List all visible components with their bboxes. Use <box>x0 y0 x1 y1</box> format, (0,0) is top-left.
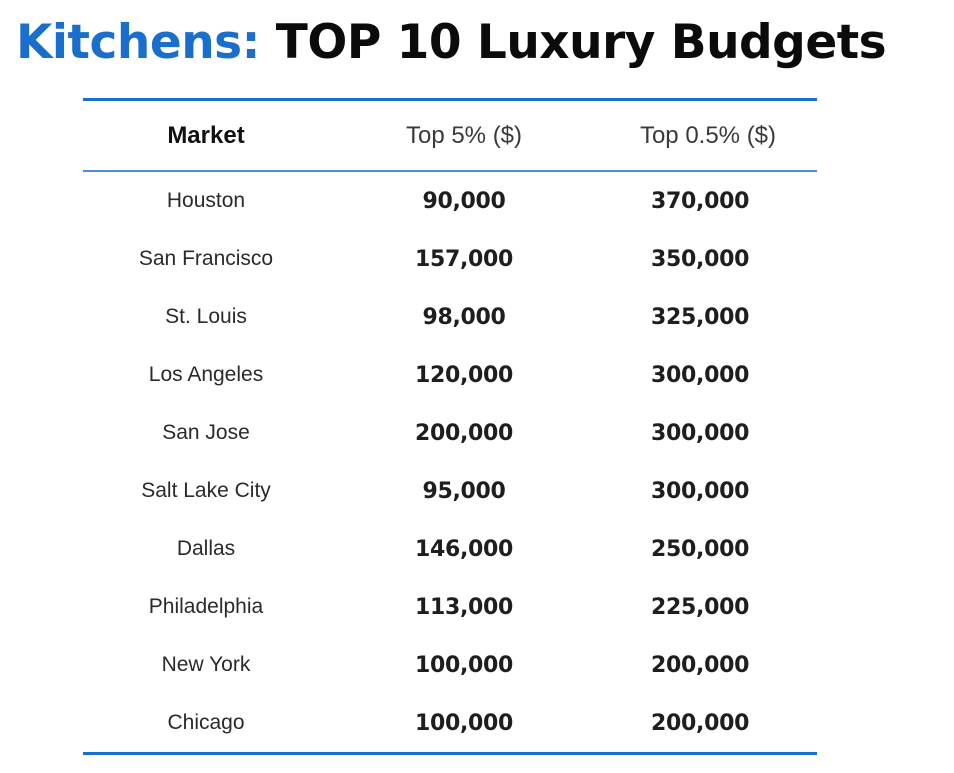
title-accent: Kitchens: <box>16 15 260 70</box>
top5-cell: 100,000 <box>414 652 514 678</box>
table-row: Dallas 146,000 250,000 <box>83 520 817 578</box>
table-row: San Jose 200,000 300,000 <box>83 404 817 462</box>
table-top-rule <box>83 98 817 101</box>
budget-table-container: Market Top 5% ($) Top 0.5% ($) Houston 9… <box>83 98 817 755</box>
top05-cell: 300,000 <box>651 362 750 388</box>
top05-cell: 300,000 <box>651 420 750 446</box>
table-row: Chicago 100,000 200,000 <box>83 694 817 752</box>
top5-cell: 146,000 <box>414 536 514 562</box>
header-top05: Top 0.5% ($) <box>639 121 777 149</box>
top05-cell: 225,000 <box>651 594 750 620</box>
table-row: Houston 90,000 370,000 <box>83 172 817 230</box>
market-cell: Houston <box>166 189 246 212</box>
top05-cell: 200,000 <box>651 652 750 678</box>
top5-cell: 90,000 <box>422 188 506 214</box>
header-market: Market <box>167 121 245 149</box>
top5-cell: 120,000 <box>414 362 514 388</box>
table-row: Los Angeles 120,000 300,000 <box>83 346 817 404</box>
top5-cell: 113,000 <box>414 594 514 620</box>
top05-cell: 350,000 <box>651 246 750 272</box>
luxury-budgets-table-body: Houston 90,000 370,000 San Francisco 157… <box>83 172 817 752</box>
top5-cell: 100,000 <box>414 710 514 736</box>
title-main: TOP 10 Luxury Budgets <box>259 15 887 70</box>
market-cell: New York <box>161 653 251 676</box>
header-separator <box>83 170 817 172</box>
table-row: San Francisco 157,000 350,000 <box>83 230 817 288</box>
top5-cell: 157,000 <box>414 246 514 272</box>
market-cell: Los Angeles <box>148 363 264 386</box>
table-row: Philadelphia 113,000 225,000 <box>83 578 817 636</box>
market-cell: San Francisco <box>138 247 274 270</box>
top05-cell: 200,000 <box>651 710 750 736</box>
header-top5: Top 5% ($) <box>405 121 523 149</box>
page-title: Kitchens: TOP 10 Luxury Budgets <box>16 8 887 78</box>
top5-cell: 200,000 <box>414 420 514 446</box>
top05-cell: 250,000 <box>651 536 750 562</box>
header-row: Market Top 5% ($) Top 0.5% ($) <box>83 101 817 170</box>
table-row: Salt Lake City 95,000 300,000 <box>83 462 817 520</box>
table-body: Houston 90,000 370,000 San Francisco 157… <box>83 172 817 752</box>
top05-cell: 300,000 <box>651 478 750 504</box>
market-cell: Salt Lake City <box>141 479 271 502</box>
table-bottom-rule <box>83 752 817 755</box>
top05-cell: 370,000 <box>651 188 750 214</box>
top05-cell: 325,000 <box>651 304 750 330</box>
market-cell: Philadelphia <box>148 595 264 618</box>
luxury-budgets-table: Market Top 5% ($) Top 0.5% ($) <box>83 101 817 170</box>
top5-cell: 98,000 <box>422 304 506 330</box>
table-header: Market Top 5% ($) Top 0.5% ($) <box>83 101 817 170</box>
market-cell: San Jose <box>162 421 250 444</box>
top5-cell: 95,000 <box>422 478 506 504</box>
table-row: St. Louis 98,000 325,000 <box>83 288 817 346</box>
table-row: New York 100,000 200,000 <box>83 636 817 694</box>
market-cell: St. Louis <box>165 305 247 328</box>
market-cell: Chicago <box>167 711 245 734</box>
market-cell: Dallas <box>176 537 236 560</box>
